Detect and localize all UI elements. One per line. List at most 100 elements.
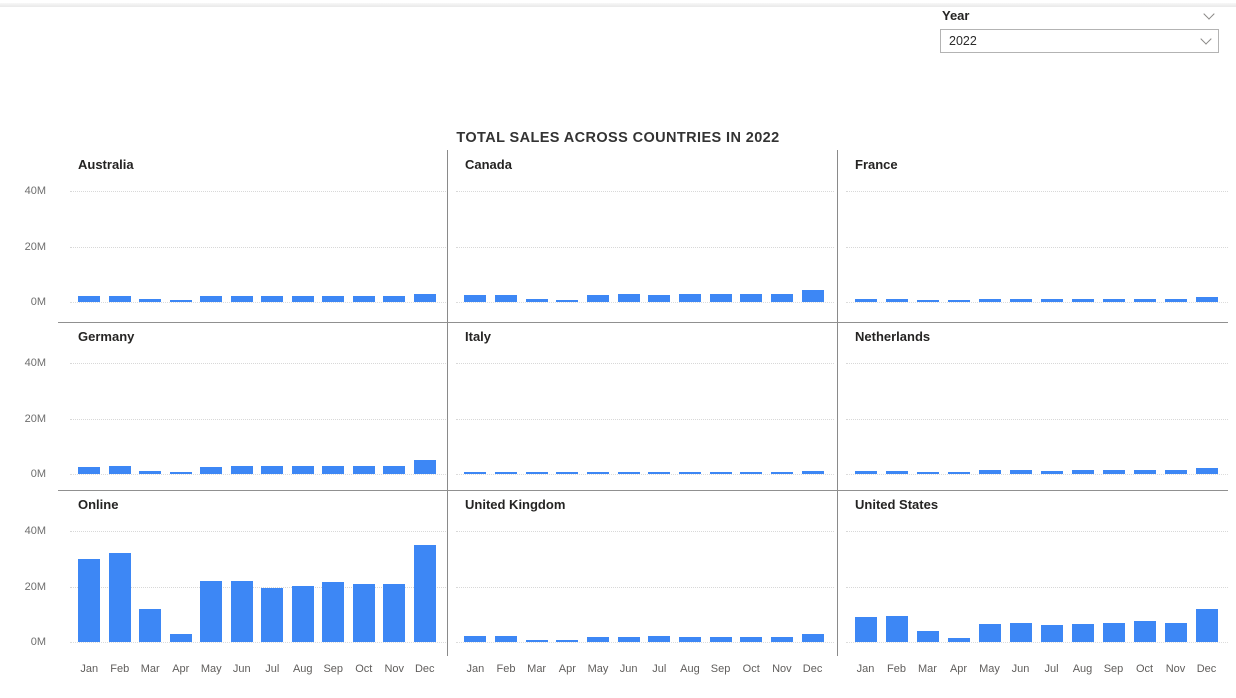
bar-online-dec[interactable] [413,545,436,642]
bar-united-states-apr[interactable] [947,638,970,642]
bar-italy-dec[interactable] [801,471,824,474]
bar-australia-oct[interactable] [352,296,375,302]
bar-australia-apr[interactable] [169,300,192,302]
bar-germany-apr[interactable] [169,472,192,474]
bar-france-jul[interactable] [1040,299,1063,302]
bar-online-nov[interactable] [383,584,406,642]
bar-netherlands-nov[interactable] [1164,470,1187,474]
bar-united-states-mar[interactable] [916,631,939,642]
bar-netherlands-may[interactable] [978,470,1001,474]
bar-france-jan[interactable] [854,299,877,302]
bar-canada-oct[interactable] [740,294,763,302]
bar-canada-feb[interactable] [494,295,517,302]
bar-australia-jun[interactable] [230,296,253,302]
bar-united-kingdom-jul[interactable] [648,636,671,642]
bar-france-apr[interactable] [947,300,970,302]
bar-australia-mar[interactable] [139,299,162,302]
bar-united-kingdom-feb[interactable] [494,636,517,642]
bar-germany-dec[interactable] [413,460,436,474]
bar-france-jun[interactable] [1009,299,1032,302]
bar-netherlands-jul[interactable] [1040,471,1063,474]
bar-online-may[interactable] [200,581,223,642]
bar-germany-jun[interactable] [230,466,253,474]
bar-italy-jan[interactable] [464,472,487,474]
bar-italy-jun[interactable] [617,472,640,474]
year-dropdown[interactable]: 2022 [940,29,1219,53]
bar-france-may[interactable] [978,299,1001,302]
bar-united-states-jul[interactable] [1040,625,1063,642]
bar-netherlands-mar[interactable] [916,472,939,474]
bar-united-kingdom-may[interactable] [586,637,609,642]
bar-italy-nov[interactable] [770,472,793,474]
bar-australia-nov[interactable] [383,296,406,302]
bar-online-feb[interactable] [108,553,131,642]
bar-france-oct[interactable] [1133,299,1156,302]
bar-online-jul[interactable] [261,588,284,642]
bar-netherlands-aug[interactable] [1071,470,1094,474]
bar-united-states-sep[interactable] [1102,623,1125,642]
bar-netherlands-sep[interactable] [1102,470,1125,474]
bar-france-nov[interactable] [1164,299,1187,302]
bar-germany-sep[interactable] [322,466,345,474]
bar-italy-oct[interactable] [740,472,763,474]
bar-united-kingdom-apr[interactable] [556,640,579,642]
bar-united-states-oct[interactable] [1133,621,1156,642]
bar-canada-may[interactable] [586,295,609,302]
bar-france-feb[interactable] [885,299,908,302]
bar-netherlands-dec[interactable] [1195,468,1218,474]
bar-united-states-jan[interactable] [854,617,877,642]
bar-united-kingdom-nov[interactable] [770,637,793,642]
bar-france-aug[interactable] [1071,299,1094,302]
bar-online-sep[interactable] [322,582,345,642]
bar-france-sep[interactable] [1102,299,1125,302]
bar-italy-jul[interactable] [648,472,671,474]
bar-france-mar[interactable] [916,300,939,302]
bar-united-states-feb[interactable] [885,616,908,642]
bar-canada-nov[interactable] [770,294,793,302]
bar-united-states-aug[interactable] [1071,624,1094,642]
bar-germany-aug[interactable] [291,466,314,474]
bar-united-kingdom-aug[interactable] [678,637,701,642]
bar-italy-aug[interactable] [678,472,701,474]
bar-italy-may[interactable] [586,472,609,474]
bar-netherlands-oct[interactable] [1133,470,1156,474]
bar-online-mar[interactable] [139,609,162,642]
bar-online-aug[interactable] [291,586,314,642]
bar-germany-jan[interactable] [78,467,101,474]
bar-italy-feb[interactable] [494,472,517,474]
bar-netherlands-jun[interactable] [1009,470,1032,474]
bar-germany-nov[interactable] [383,466,406,474]
bar-italy-sep[interactable] [709,472,732,474]
bar-united-states-may[interactable] [978,624,1001,642]
bar-australia-sep[interactable] [322,296,345,302]
bar-canada-dec[interactable] [801,290,824,302]
bar-online-oct[interactable] [352,584,375,642]
bar-netherlands-jan[interactable] [854,471,877,474]
bar-netherlands-feb[interactable] [885,471,908,474]
bar-united-kingdom-oct[interactable] [740,637,763,642]
bar-canada-jul[interactable] [648,295,671,302]
chevron-down-icon[interactable] [1203,7,1215,20]
bar-united-kingdom-dec[interactable] [801,634,824,642]
bar-united-kingdom-jan[interactable] [464,636,487,642]
bar-canada-aug[interactable] [678,294,701,302]
bar-online-jun[interactable] [230,581,253,642]
bar-canada-jun[interactable] [617,294,640,302]
bar-online-jan[interactable] [78,559,101,642]
bar-canada-sep[interactable] [709,294,732,302]
bar-germany-oct[interactable] [352,466,375,474]
chevron-down-icon[interactable] [1200,33,1212,45]
bar-canada-apr[interactable] [556,300,579,302]
bar-united-states-nov[interactable] [1164,623,1187,642]
bar-united-states-dec[interactable] [1195,609,1218,642]
bar-online-apr[interactable] [169,634,192,642]
bar-canada-mar[interactable] [525,299,548,302]
bar-australia-aug[interactable] [291,296,314,302]
bar-australia-feb[interactable] [108,296,131,302]
bar-germany-feb[interactable] [108,466,131,474]
bar-united-kingdom-mar[interactable] [525,640,548,642]
bar-france-dec[interactable] [1195,297,1218,302]
bar-australia-dec[interactable] [413,294,436,302]
bar-united-states-jun[interactable] [1009,623,1032,642]
bar-united-kingdom-jun[interactable] [617,637,640,642]
